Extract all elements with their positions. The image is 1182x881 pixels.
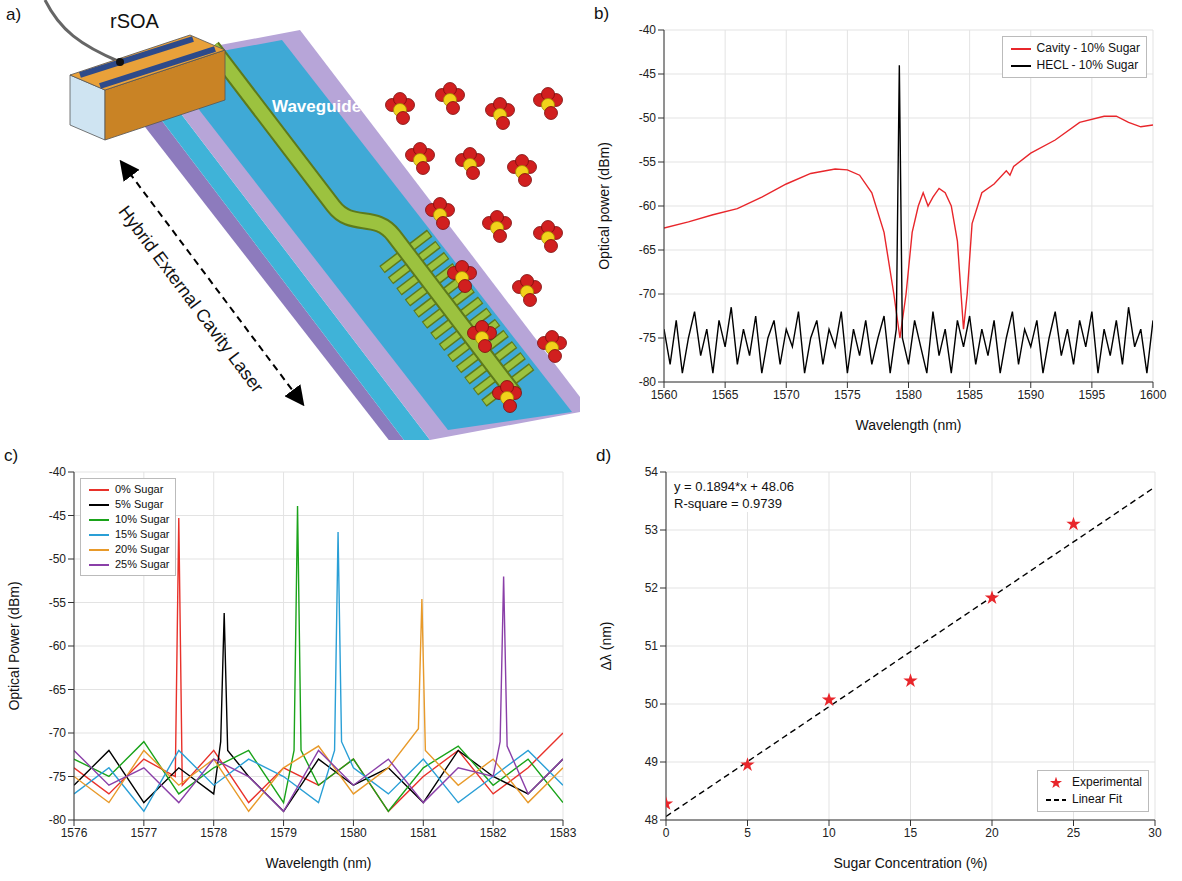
html-text:HECL - 10% Sugar: HECL - 10% Sugar <box>1036 58 1139 72</box>
svg-text:-40: -40 <box>49 465 67 479</box>
svg-text:rSOA: rSOA <box>110 10 160 32</box>
svg-text:Optical Power (dBm): Optical Power (dBm) <box>6 581 22 710</box>
svg-text:Optical power (dBm): Optical power (dBm) <box>596 142 612 270</box>
svg-text:-80: -80 <box>49 813 67 827</box>
svg-text:25: 25 <box>1067 826 1081 840</box>
svg-text:49: 49 <box>645 755 659 769</box>
svg-text:0: 0 <box>663 826 670 840</box>
svg-text:-45: -45 <box>639 67 657 81</box>
svg-text:51: 51 <box>645 639 659 653</box>
svg-text:1570: 1570 <box>773 388 800 402</box>
svg-text:-50: -50 <box>49 552 67 566</box>
svg-text:-70: -70 <box>49 726 67 740</box>
svg-text:-80: -80 <box>639 375 657 389</box>
html-text:c): c) <box>4 446 19 465</box>
html-text:d): d) <box>596 446 612 465</box>
svg-text:Sugar Concentration (%): Sugar Concentration (%) <box>833 855 987 871</box>
html-text:10% Sugar: 10% Sugar <box>115 513 170 525</box>
svg-text:1580: 1580 <box>895 388 922 402</box>
svg-text:-55: -55 <box>49 596 67 610</box>
svg-text:48: 48 <box>645 813 659 827</box>
svg-text:-75: -75 <box>49 770 67 784</box>
svg-text:1579: 1579 <box>270 826 297 840</box>
html-text:y = 0.1894*x + 48.06: y = 0.1894*x + 48.06 <box>674 479 794 494</box>
html-text:5% Sugar: 5% Sugar <box>115 498 164 510</box>
svg-text:1578: 1578 <box>200 826 227 840</box>
html-text:25% Sugar: 25% Sugar <box>115 558 170 570</box>
svg-text:1560: 1560 <box>651 388 678 402</box>
svg-text:53: 53 <box>645 523 659 537</box>
svg-text:-75: -75 <box>639 331 657 345</box>
html-text:b): b) <box>594 4 610 23</box>
svg-text:30: 30 <box>1148 826 1162 840</box>
svg-text:1585: 1585 <box>956 388 983 402</box>
svg-text:1581: 1581 <box>410 826 437 840</box>
svg-text:Wavelength (nm): Wavelength (nm) <box>265 855 371 871</box>
html-text:Linear Fit: Linear Fit <box>1072 792 1122 806</box>
svg-text:1590: 1590 <box>1017 388 1044 402</box>
svg-text:-55: -55 <box>639 155 657 169</box>
svg-text:1600: 1600 <box>1140 388 1167 402</box>
html-text:20% Sugar: 20% Sugar <box>115 543 170 555</box>
svg-text:15: 15 <box>904 826 918 840</box>
svg-text:52: 52 <box>645 581 659 595</box>
svg-text:a): a) <box>6 5 21 24</box>
svg-text:1582: 1582 <box>480 826 507 840</box>
html-text:Cavity - 10% Sugar: Cavity - 10% Sugar <box>1036 41 1140 55</box>
svg-text:1580: 1580 <box>340 826 367 840</box>
svg-text:1583: 1583 <box>550 826 577 840</box>
html-text:15% Sugar: 15% Sugar <box>115 528 170 540</box>
html-text:Experimental: Experimental <box>1072 775 1142 789</box>
svg-text:-65: -65 <box>49 683 67 697</box>
svg-text:1577: 1577 <box>131 826 158 840</box>
svg-text:-70: -70 <box>639 287 657 301</box>
svg-text:50: 50 <box>645 697 659 711</box>
html-text:0% Sugar: 0% Sugar <box>115 483 164 495</box>
svg-text:Hybrid External Cavity Laser: Hybrid External Cavity Laser <box>115 202 268 396</box>
svg-text:Δλ (nm): Δλ (nm) <box>598 621 614 670</box>
svg-text:54: 54 <box>645 465 659 479</box>
svg-text:1576: 1576 <box>61 826 88 840</box>
svg-text:1565: 1565 <box>712 388 739 402</box>
svg-text:1575: 1575 <box>834 388 861 402</box>
svg-text:-60: -60 <box>49 639 67 653</box>
svg-text:-45: -45 <box>49 509 67 523</box>
html-text:R-square = 0.9739: R-square = 0.9739 <box>674 496 782 511</box>
svg-text:5: 5 <box>744 826 751 840</box>
svg-text:1595: 1595 <box>1079 388 1106 402</box>
svg-text:20: 20 <box>985 826 999 840</box>
svg-text:Waveguide: Waveguide <box>272 97 361 116</box>
svg-text:-60: -60 <box>639 199 657 213</box>
svg-text:-40: -40 <box>639 23 657 37</box>
svg-text:-65: -65 <box>639 243 657 257</box>
svg-text:-50: -50 <box>639 111 657 125</box>
svg-text:Wavelength (nm): Wavelength (nm) <box>855 417 961 433</box>
svg-text:10: 10 <box>822 826 836 840</box>
